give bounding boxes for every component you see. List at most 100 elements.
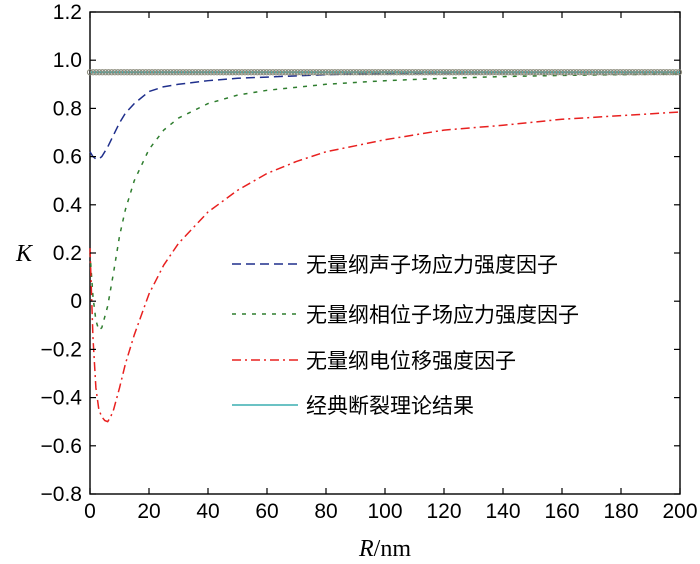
legend-label-2: 无量纲电位移强度因子 <box>306 349 516 373</box>
classical-result-marker <box>325 69 332 76</box>
classical-result-marker <box>623 69 630 76</box>
classical-result-marker <box>158 69 165 76</box>
classical-result-marker <box>130 69 137 76</box>
y-tick-label: 1.2 <box>53 1 82 24</box>
classical-result-marker <box>179 69 187 76</box>
classical-result-marker <box>418 69 425 76</box>
x-tick-label: 160 <box>544 500 579 523</box>
classical-result-marker <box>353 69 360 76</box>
classical-result-marker <box>604 69 611 76</box>
classical-result-marker <box>93 69 100 76</box>
x-tick-label: 0 <box>84 500 96 523</box>
classical-result-marker <box>663 69 670 76</box>
classical-result-marker <box>545 69 552 76</box>
classical-result-marker <box>279 69 286 76</box>
classical-result-marker <box>632 69 639 76</box>
classical-result-marker <box>183 69 190 76</box>
classical-result-marker <box>613 69 621 76</box>
classical-result-marker <box>508 69 515 76</box>
x-tick-label: 40 <box>196 500 219 523</box>
classical-result-marker <box>114 69 122 76</box>
classical-result-marker <box>186 69 193 76</box>
classical-result-marker <box>477 69 484 76</box>
classical-result-marker <box>341 69 348 76</box>
classical-result-marker <box>189 69 196 76</box>
classical-result-marker <box>443 69 450 76</box>
classical-result-marker <box>338 69 345 76</box>
series-lines <box>86 69 683 423</box>
classical-result-marker <box>148 69 156 76</box>
classical-result-marker <box>313 69 320 76</box>
classical-result-marker <box>378 69 385 76</box>
classical-result-marker <box>266 69 273 76</box>
classical-result-marker <box>530 69 537 76</box>
classical-result-marker <box>567 69 574 76</box>
classical-result-marker <box>505 69 512 76</box>
x-tick-label: 80 <box>314 500 337 523</box>
classical-result-marker <box>319 69 326 76</box>
classical-result-marker <box>458 69 466 76</box>
classical-result-marker <box>362 69 369 76</box>
x-axis-label: R/nm <box>358 536 411 562</box>
classical-result-marker <box>245 69 252 76</box>
classical-result-marker <box>192 69 199 76</box>
classical-result-marker <box>241 69 249 76</box>
classical-result-marker <box>111 69 118 76</box>
classical-result-marker <box>499 69 506 76</box>
x-axis-variable: R <box>358 536 374 562</box>
classical-result-marker <box>387 69 394 76</box>
classical-result-marker <box>117 69 125 76</box>
classical-result-marker <box>555 69 562 76</box>
classical-result-marker <box>520 69 528 76</box>
classical-result-marker <box>672 69 680 76</box>
classical-result-marker <box>449 69 456 76</box>
series-line-1 <box>89 73 681 331</box>
classical-result-marker <box>542 69 549 76</box>
classical-result-marker <box>607 69 614 76</box>
classical-result-marker <box>533 69 540 76</box>
classical-result-marker <box>195 69 202 76</box>
classical-result-marker <box>232 69 239 76</box>
classical-result-marker <box>384 69 391 76</box>
series-line-2 <box>89 111 681 423</box>
classical-result-marker <box>437 69 444 76</box>
classical-result-marker <box>235 69 242 76</box>
classical-result-marker <box>527 69 534 76</box>
classical-result-marker <box>651 69 658 76</box>
classical-result-marker <box>675 69 683 76</box>
classical-result-marker <box>226 69 233 76</box>
classical-result-marker <box>288 69 295 76</box>
classical-result-marker <box>102 69 109 76</box>
classical-result-marker <box>539 69 546 76</box>
legend-label-1: 无量纲相位子场应力强度因子 <box>306 303 579 327</box>
classical-result-marker <box>207 69 214 76</box>
classical-result-marker <box>493 69 500 76</box>
x-tick-label: 200 <box>662 500 697 523</box>
classical-result-marker <box>164 69 171 76</box>
classical-result-marker <box>586 69 593 76</box>
classical-result-marker <box>548 69 556 76</box>
classical-result-marker <box>638 69 645 76</box>
classical-result-marker <box>173 69 180 76</box>
classical-result-marker <box>307 69 314 76</box>
classical-result-marker <box>381 69 388 76</box>
legend: 无量纲声子场应力强度因子无量纲相位子场应力强度因子无量纲电位移强度因子经典断裂理… <box>232 253 579 418</box>
classical-result-marker <box>592 69 599 76</box>
classical-result-marker <box>654 69 661 76</box>
classical-result-marker <box>406 69 413 76</box>
classical-result-marker <box>276 69 283 76</box>
x-tick-label: 100 <box>367 500 402 523</box>
classical-result-marker <box>328 69 335 76</box>
y-tick-label: 0 <box>70 290 82 313</box>
classical-result-marker <box>127 69 134 76</box>
classical-result-marker <box>251 69 258 76</box>
classical-result-marker <box>372 69 379 76</box>
classical-result-marker <box>480 69 487 76</box>
classical-result-marker <box>666 69 673 76</box>
y-tick-label: −0.4 <box>41 387 83 410</box>
classical-result-marker <box>238 69 245 76</box>
classical-result-marker <box>551 69 559 76</box>
classical-result-marker <box>489 69 497 76</box>
classical-result-marker <box>155 69 162 76</box>
classical-result-marker <box>393 69 400 76</box>
